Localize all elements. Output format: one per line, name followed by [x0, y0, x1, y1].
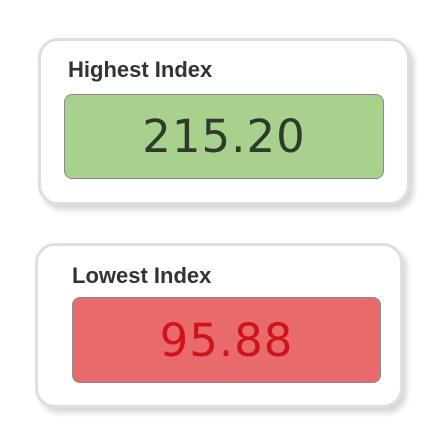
lowest-index-title: Lowest Index — [72, 263, 212, 288]
lowest-index-value: 95.88 — [72, 297, 381, 383]
lowest-index-card: Lowest Index 95.88 — [35, 243, 403, 408]
highest-index-title: Highest Index — [68, 57, 213, 82]
highest-index-card: Highest Index 215.20 — [38, 38, 410, 205]
highest-index-value: 215.20 — [64, 94, 384, 179]
